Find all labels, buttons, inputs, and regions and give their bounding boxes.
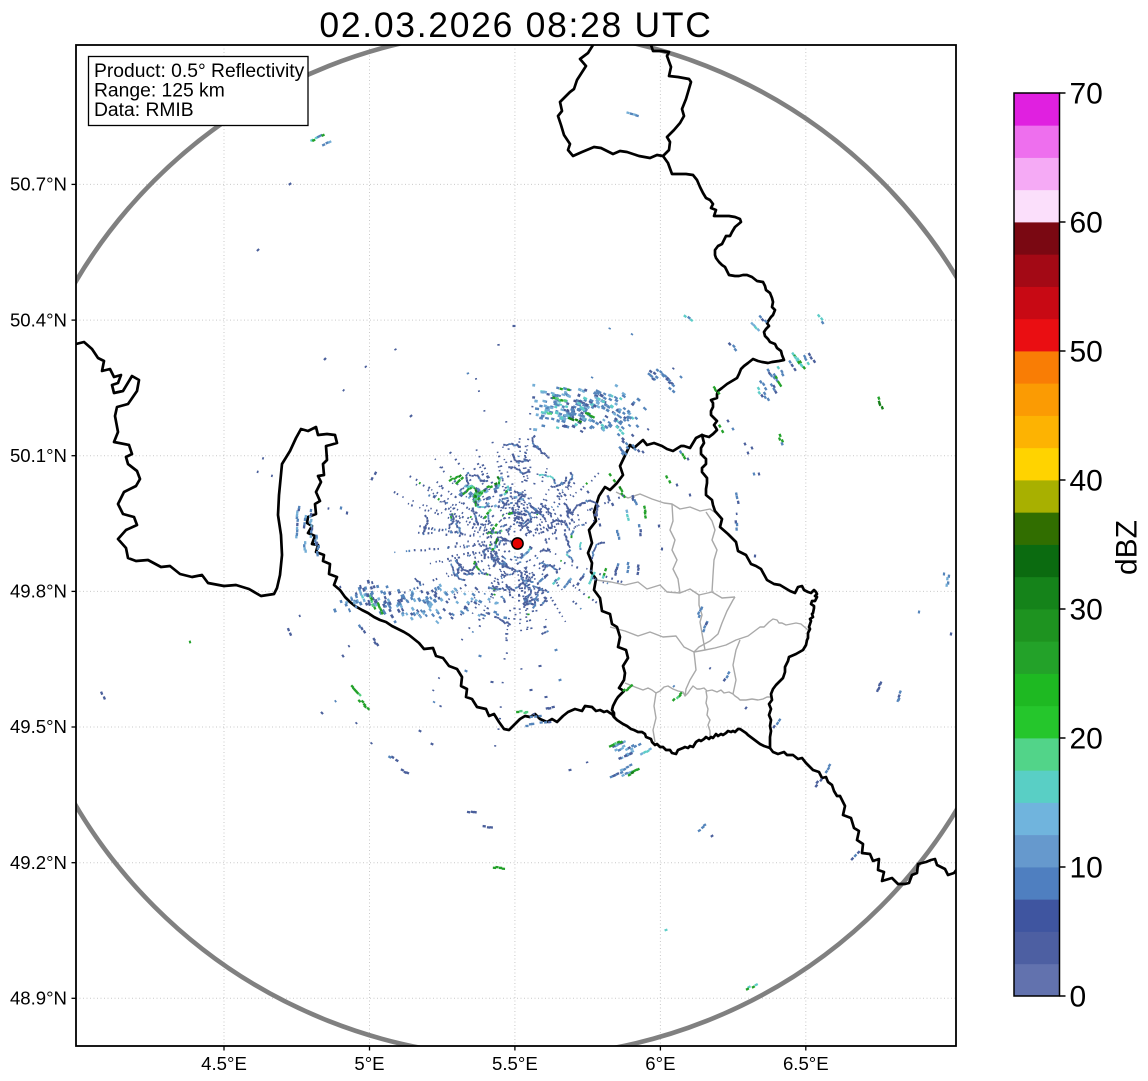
svg-text:0: 0 bbox=[1070, 981, 1087, 1014]
svg-text:50.4°N: 50.4°N bbox=[10, 309, 67, 330]
svg-text:5°E: 5°E bbox=[354, 1053, 384, 1074]
svg-text:50: 50 bbox=[1070, 336, 1103, 369]
svg-text:70: 70 bbox=[1070, 78, 1103, 111]
svg-text:4.5°E: 4.5°E bbox=[201, 1053, 247, 1074]
svg-text:6°E: 6°E bbox=[645, 1053, 675, 1074]
svg-text:02.03.2026 08:28 UTC: 02.03.2026 08:28 UTC bbox=[319, 5, 712, 45]
svg-text:20: 20 bbox=[1070, 723, 1103, 756]
svg-text:60: 60 bbox=[1070, 207, 1103, 240]
svg-text:50.1°N: 50.1°N bbox=[10, 445, 67, 466]
svg-text:dBZ: dBZ bbox=[1111, 520, 1144, 575]
svg-text:49.5°N: 49.5°N bbox=[10, 716, 67, 737]
svg-text:6.5°E: 6.5°E bbox=[783, 1053, 829, 1074]
svg-text:30: 30 bbox=[1070, 594, 1103, 627]
svg-text:40: 40 bbox=[1070, 465, 1103, 498]
svg-text:5.5°E: 5.5°E bbox=[492, 1053, 538, 1074]
svg-text:49.8°N: 49.8°N bbox=[10, 581, 67, 602]
svg-text:49.2°N: 49.2°N bbox=[10, 852, 67, 873]
svg-text:10: 10 bbox=[1070, 852, 1103, 885]
svg-text:Product: 0.5° Reflectivity: Product: 0.5° Reflectivity bbox=[94, 61, 305, 82]
svg-text:Range: 125 km: Range: 125 km bbox=[94, 81, 225, 102]
svg-text:48.9°N: 48.9°N bbox=[10, 988, 67, 1009]
svg-text:Data: RMIB: Data: RMIB bbox=[94, 100, 194, 121]
svg-text:50.7°N: 50.7°N bbox=[10, 174, 67, 195]
